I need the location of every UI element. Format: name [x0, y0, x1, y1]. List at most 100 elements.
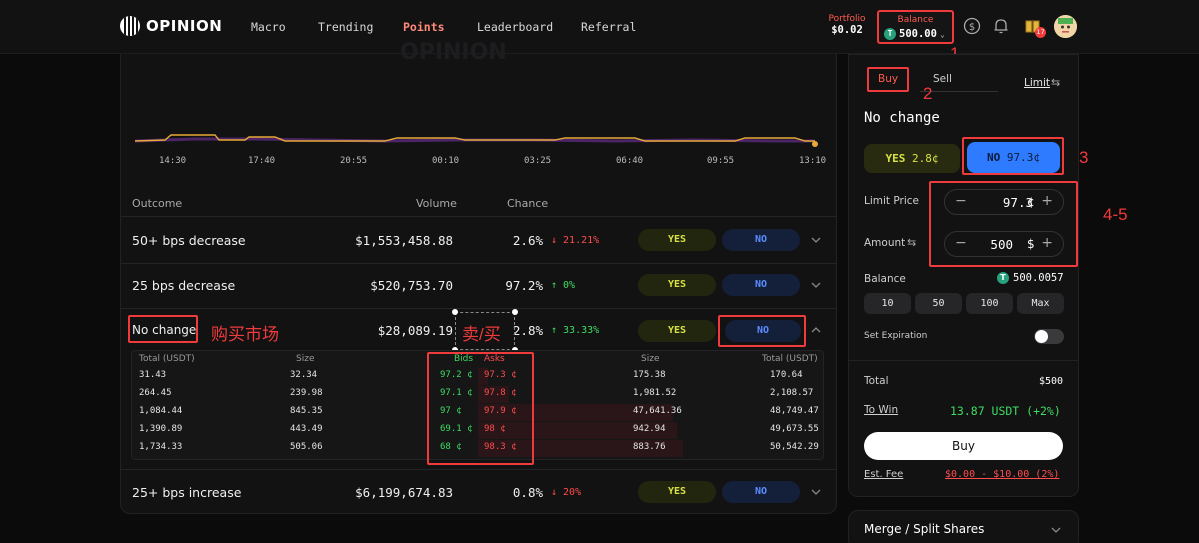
ob-header-bids: Bids: [454, 354, 474, 364]
merge-split-label[interactable]: Merge / Split Shares: [864, 522, 985, 536]
outcome-name: 25 bps decrease: [132, 278, 236, 293]
ob-header-asks: Asks: [484, 354, 505, 364]
limit-price-label: Limit Price: [864, 195, 919, 207]
tab-sell[interactable]: Sell: [933, 73, 952, 85]
ob-header-size: Size: [296, 354, 315, 364]
balance-dropdown[interactable]: Balance T 500.00 ⌄: [877, 10, 954, 44]
ob-cell-ask[interactable]: 97.3 ¢: [484, 370, 517, 380]
divider: [121, 469, 836, 470]
minus-icon[interactable]: −: [955, 235, 967, 251]
chart-endpoint: [812, 141, 818, 147]
ob-cell-bid[interactable]: 97.1 ¢: [440, 388, 473, 398]
yes-outcome-button[interactable]: YES 2.8¢: [864, 144, 960, 173]
chevron-down-icon[interactable]: [810, 486, 822, 498]
ob-cell-size-r: 942.94: [633, 424, 666, 434]
no-button[interactable]: NO: [722, 229, 800, 251]
swap-icon[interactable]: ⇆: [907, 236, 917, 249]
quick-amount-50[interactable]: 50: [915, 293, 962, 314]
highlight-box: [962, 137, 1064, 175]
gift-box-icon[interactable]: [1023, 16, 1043, 36]
amount-stepper[interactable]: − 500 $ +: [944, 231, 1064, 257]
merge-split-panel[interactable]: [848, 510, 1079, 543]
ob-cell-ask[interactable]: 97.8 ¢: [484, 388, 517, 398]
quick-amount-10[interactable]: 10: [864, 293, 911, 314]
annotation-2: 2: [923, 84, 933, 103]
plus-icon[interactable]: +: [1041, 193, 1053, 209]
ob-cell-total-r: 50,542.29: [770, 442, 819, 452]
chevron-down-icon[interactable]: [810, 279, 822, 291]
tab-buy[interactable]: Buy: [878, 73, 899, 85]
est-fee-value: $0.00 - $10.00 (2%): [945, 469, 1060, 480]
no-button[interactable]: NO: [722, 481, 800, 503]
buy-button[interactable]: Buy: [864, 432, 1063, 460]
order-book: [131, 350, 824, 460]
nav-points[interactable]: Points: [403, 20, 445, 34]
yes-button[interactable]: YES: [638, 274, 716, 296]
nav-leaderboard[interactable]: Leaderboard: [477, 20, 554, 34]
ob-cell-size-l: 505.06: [290, 442, 323, 452]
time-label: 17:40: [248, 156, 276, 166]
logo[interactable]: OPINION: [120, 16, 222, 36]
ob-cell-ask[interactable]: 98.3 ¢: [484, 442, 517, 452]
total-label: Total: [864, 375, 889, 387]
swap-icon[interactable]: ⇆: [1051, 76, 1061, 89]
limit-price-stepper[interactable]: − 97.3 ¢ +: [944, 189, 1064, 215]
time-label: 00:10: [432, 156, 460, 166]
chevron-down-icon[interactable]: [1050, 524, 1062, 536]
nav-trending[interactable]: Trending: [318, 20, 374, 34]
time-label: 14:30: [159, 156, 187, 166]
minus-icon[interactable]: −: [955, 193, 967, 209]
ob-cell-bid[interactable]: 97 ¢: [440, 406, 462, 416]
order-type-dropdown[interactable]: Limit: [1024, 77, 1051, 89]
yes-button[interactable]: YES: [638, 229, 716, 251]
nav-macro[interactable]: Macro: [251, 20, 286, 34]
limit-price-value[interactable]: 97.3: [1002, 195, 1033, 210]
nav-referral[interactable]: Referral: [581, 20, 637, 34]
portfolio-summary[interactable]: Portfolio $0.02: [826, 14, 868, 36]
ob-cell-total-l: 1,084.44: [139, 406, 183, 416]
tether-icon: T: [997, 272, 1009, 284]
no-outcome-button[interactable]: NO 97.3¢: [967, 142, 1060, 173]
ob-header-total: Total (USDT): [139, 354, 195, 364]
chevron-up-icon[interactable]: [810, 324, 822, 336]
selection-handle[interactable]: [452, 309, 458, 315]
ob-cell-total-l: 31.43: [139, 370, 167, 380]
est-fee-label: Est. Fee: [864, 469, 904, 480]
portfolio-label: Portfolio: [828, 14, 866, 24]
ob-cell-bid[interactable]: 69.1 ¢: [440, 424, 473, 434]
quick-amount-100[interactable]: 100: [966, 293, 1013, 314]
outcome-volume: $28,089.19: [377, 323, 453, 338]
ob-cell-size-r: 883.76: [633, 442, 666, 452]
amount-value[interactable]: 500: [990, 237, 1013, 252]
ob-cell-size-l: 443.49: [290, 424, 323, 434]
highlight-box: [929, 181, 1078, 267]
yes-price: 2.8¢: [912, 152, 939, 165]
chance-change: ↓ 21.21%: [551, 235, 600, 246]
balance-label: Balance: [864, 273, 906, 285]
to-win-value: 13.87 USDT (+2%): [950, 404, 1061, 418]
no-button[interactable]: NO: [722, 274, 800, 296]
yes-button[interactable]: YES: [638, 320, 716, 342]
expiration-toggle[interactable]: [1034, 329, 1064, 344]
outcome-chance: 2.8%: [512, 323, 543, 338]
quick-amount-max[interactable]: Max: [1017, 293, 1064, 314]
no-button[interactable]: NO: [725, 320, 801, 342]
outcome-volume: $1,553,458.88: [355, 233, 453, 248]
to-win-label: To Win: [864, 404, 899, 416]
bell-icon[interactable]: [991, 16, 1011, 36]
ask-depth-bar: [478, 404, 673, 421]
selection-handle[interactable]: [512, 309, 518, 315]
dollar-icon[interactable]: $: [962, 16, 982, 36]
ob-cell-bid[interactable]: 68 ¢: [440, 442, 462, 452]
chevron-down-icon[interactable]: [810, 234, 822, 246]
ob-cell-ask[interactable]: 98 ¢: [484, 424, 506, 434]
outcome-chance: 2.6%: [512, 233, 543, 248]
price-chart[interactable]: [135, 125, 821, 155]
plus-icon[interactable]: +: [1041, 235, 1053, 251]
outcome-volume: $6,199,674.83: [355, 485, 453, 500]
header-chance: Chance: [507, 197, 549, 210]
ob-cell-ask[interactable]: 97.9 ¢: [484, 406, 517, 416]
yes-button[interactable]: YES: [638, 481, 716, 503]
ob-cell-bid[interactable]: 97.2 ¢: [440, 370, 473, 380]
avatar[interactable]: [1054, 15, 1077, 38]
